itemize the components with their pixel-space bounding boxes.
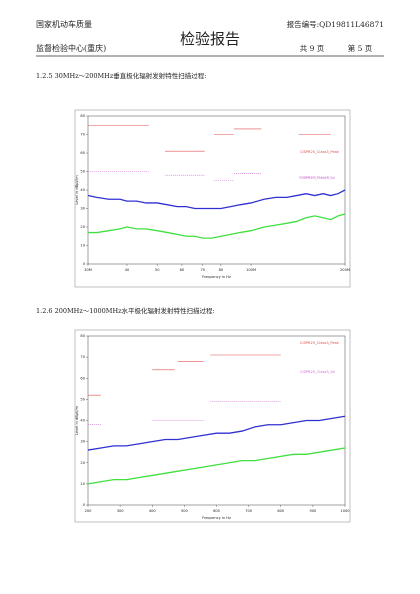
legend-entry: CISPR25_Class3_Peak: [300, 341, 340, 345]
chart-frame: [74, 329, 351, 523]
trace: [87, 447, 346, 485]
y-tick-label: 40: [80, 188, 85, 192]
x-tick-label: 700: [245, 509, 253, 513]
x-tick-label: 100M: [246, 268, 256, 272]
y-tick-label: 20: [80, 461, 85, 465]
org-line2: 监督检验中心(重庆): [36, 43, 106, 53]
trace: [88, 124, 331, 152]
y-tick-label: 30: [80, 440, 85, 444]
trace: [87, 415, 346, 451]
y-tick-label: 10: [80, 244, 85, 248]
report-title: 检验报告: [180, 30, 240, 48]
total-pages: 共 9 页: [300, 44, 325, 53]
y-tick-label: 50: [80, 170, 85, 174]
x-tick-label: 400: [149, 509, 157, 513]
legend-entry: CISPR25_Class3_AV: [300, 370, 336, 374]
x-tick-label: 300: [117, 509, 125, 513]
x-tick-label: 900: [309, 509, 317, 513]
chart-frame: [74, 109, 351, 288]
x-tick-label: 800: [277, 509, 285, 513]
legend-entry: CISPR25_Class3_AV: [300, 176, 336, 180]
report-no: 报告编号:QD19811L46871: [287, 19, 384, 29]
x-tick-label: 50: [155, 268, 160, 272]
y-tick-label: 40: [80, 419, 85, 423]
x-tick-label: 200M: [340, 268, 350, 272]
trace: [87, 189, 346, 210]
y-tick-label: 60: [80, 151, 85, 155]
section-heading: 1.2.5 30MHz～200MHz垂直极化辐射发射特性扫描过程:: [36, 71, 206, 80]
y-tick-label: 50: [80, 397, 85, 401]
x-tick-label: 1000: [340, 509, 350, 513]
x-axis-label: Frequency in Hz: [202, 516, 231, 520]
y-axis-label: Level in dBµV/m: [75, 175, 79, 205]
page-no: 第 5 页: [348, 43, 373, 53]
legend-entry: CISPR25_Class3_Peak: [300, 150, 340, 154]
x-tick-label: 70: [200, 268, 205, 272]
x-tick-label: 40: [125, 268, 130, 272]
x-tick-label: 60: [180, 268, 185, 272]
y-tick-label: 20: [80, 225, 85, 229]
y-tick-label: 0: [83, 262, 86, 266]
y-tick-label: 0: [83, 503, 86, 507]
y-tick-label: 70: [80, 355, 85, 359]
x-tick-label: 30M: [84, 268, 92, 272]
y-tick-label: 60: [80, 376, 85, 380]
y-tick-label: 30: [80, 207, 85, 211]
trace: [88, 213, 346, 239]
x-tick-label: 200: [85, 509, 93, 513]
section-heading: 1.2.6 200MHz～1000MHz水平极化辐射发射特性扫描过程:: [36, 306, 215, 315]
trace: [88, 401, 281, 426]
y-tick-label: 70: [80, 133, 85, 137]
trace: [88, 354, 281, 396]
y-tick-label: 10: [80, 482, 85, 486]
org-line1: 国家机动车质量: [36, 19, 92, 29]
y-tick-label: 80: [80, 334, 85, 338]
x-tick-label: 500: [181, 509, 189, 513]
trace: [88, 171, 331, 182]
x-tick-label: 600: [213, 509, 221, 513]
x-axis-label: Frequency in Hz: [202, 275, 231, 279]
y-tick-label: 80: [80, 114, 85, 118]
x-tick-label: 80: [219, 268, 224, 272]
y-axis-label: Level in dBµV/m: [75, 405, 79, 435]
